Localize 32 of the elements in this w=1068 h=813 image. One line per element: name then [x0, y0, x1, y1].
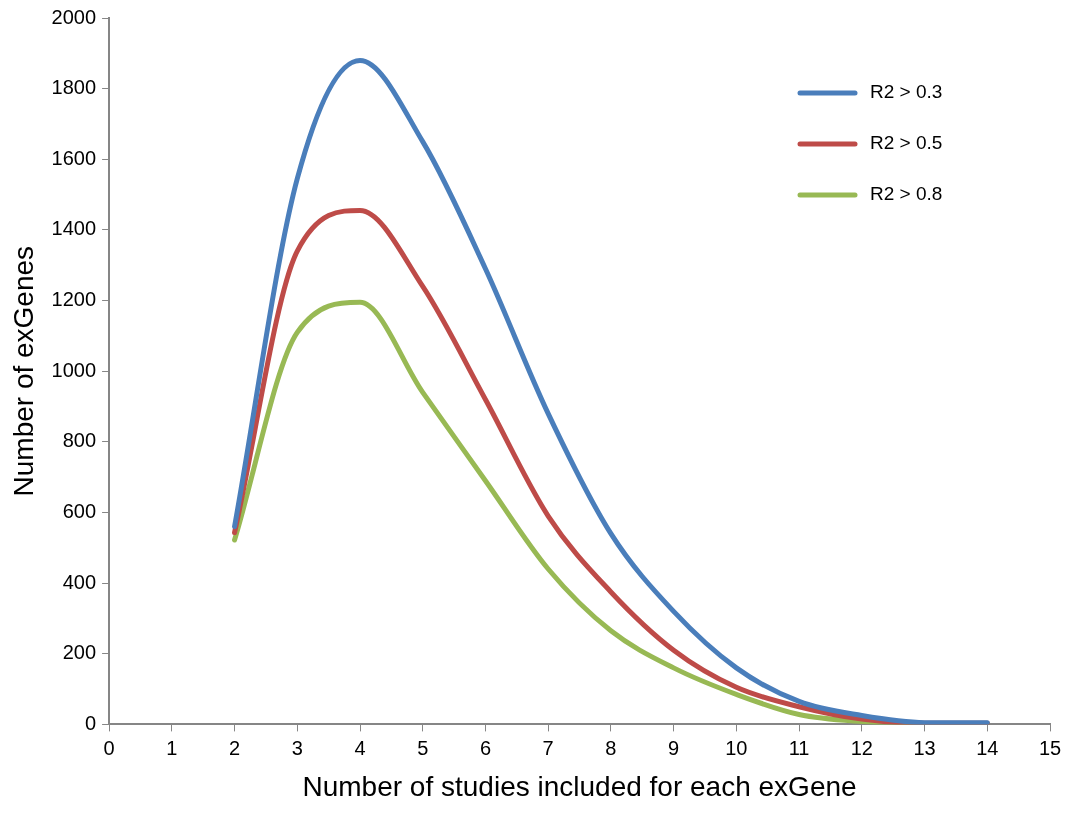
x-tick-label: 3 — [291, 736, 303, 759]
x-tick-label: 6 — [479, 736, 492, 759]
legend-label: R2 > 0.5 — [870, 132, 943, 154]
x-tick-label: 5 — [417, 736, 429, 759]
legend-label: R2 > 0.3 — [870, 81, 943, 103]
y-tick-label: 600 — [62, 500, 97, 522]
y-axis-title: Number of exGenes — [7, 245, 39, 497]
y-tick-label: 1000 — [51, 358, 97, 381]
y-tick-label: 2000 — [51, 5, 97, 28]
x-tick-label: 0 — [103, 736, 115, 759]
x-tick-label: 2 — [228, 736, 241, 759]
y-tick-label: 1200 — [51, 288, 97, 311]
x-axis-title: Number of studies included for each exGene — [302, 770, 857, 802]
x-tick-label: 1 — [166, 736, 178, 759]
x-tick-label: 13 — [913, 736, 936, 759]
x-tick-label: 7 — [542, 736, 554, 759]
y-tick-label: 0 — [84, 711, 97, 734]
y-tick-label: 1800 — [51, 76, 97, 99]
x-tick-label: 11 — [788, 736, 810, 759]
y-tick-label: 800 — [62, 429, 97, 452]
x-tick-label: 12 — [850, 736, 873, 759]
x-tick-label: 8 — [605, 736, 617, 759]
y-tick-label: 400 — [62, 570, 97, 593]
y-tick-label: 1400 — [51, 217, 97, 240]
x-tick-label: 10 — [725, 736, 748, 759]
y-tick-label: 200 — [62, 641, 97, 664]
y-tick-label: 1600 — [51, 146, 97, 169]
x-tick-label: 9 — [668, 736, 680, 759]
x-tick-label: 4 — [354, 736, 366, 759]
legend-label: R2 > 0.8 — [870, 183, 943, 205]
x-tick-label: 15 — [1038, 736, 1062, 759]
x-tick-label: 14 — [976, 736, 999, 759]
